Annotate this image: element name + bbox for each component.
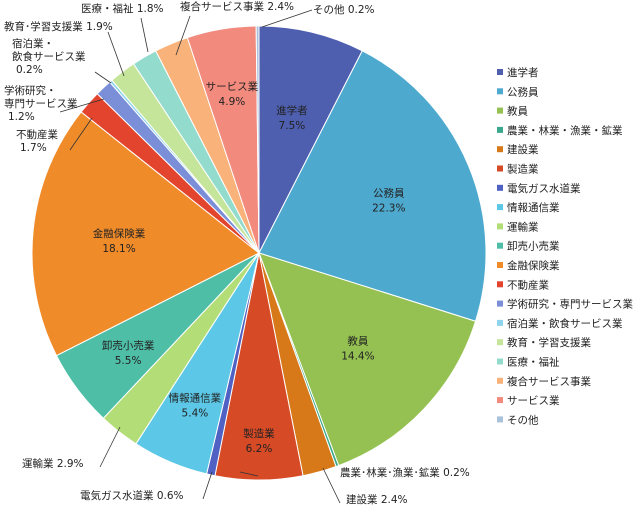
slice-1-label: 公務員 [373,187,405,200]
slice-7-label: 情報通信業 [169,391,222,404]
legend-swatch-1 [497,88,503,95]
slice-13-value-label: 0.2% [16,64,43,76]
slice-15-leader-line [140,17,149,53]
slice-17-label: サービス業 [206,80,259,93]
legend-item-0: 進学者 [507,66,539,79]
legend-swatch-10 [497,262,503,268]
slice-0-value-label: 7.5% [279,120,306,132]
legend-item-5: 製造業 [507,163,539,176]
pie-slices [31,25,487,481]
legend-swatch-14 [497,339,503,346]
slice-17-value-label: 4.9% [219,96,246,108]
slice-10-label: 金融保険業 [93,227,146,240]
legend-item-13: 宿泊業・飲食サービス業 [507,317,623,330]
legend-swatch-5 [497,165,503,172]
slice-8-leader-line [99,426,121,468]
slice-15-label: 医療・福祉 1.8% [81,2,164,15]
legend-item-10: 金融保険業 [507,259,560,272]
legend-item-18: その他 [507,413,539,426]
slice-10 [31,111,260,357]
legend-swatch-16 [497,377,503,384]
slice-3-leader-line [239,471,259,477]
slice-2 [258,252,477,467]
slice-0 [258,25,363,254]
slice-11-value-label: 1.7% [20,142,47,154]
slice-2-value-label: 14.4% [341,351,374,363]
slice-14-label: 教育･学習支援業 1.9% [4,20,113,33]
legend-item-9: 卸売小売業 [507,240,560,253]
legend-item-17: サービス業 [507,394,560,407]
slice-labels: 進学者 7.5% 公務員 22.3% 教員 14.4% 農業･林業･漁業･鉱業 0.2% 建設… [4,0,470,506]
slice-4-leader-line [322,467,341,504]
legend-item-4: 建設業 [507,143,539,156]
legend-swatch-12 [497,300,503,307]
slice-3-label: 農業･林業･漁業･鉱業 0.2% [340,466,470,479]
legend-item-6: 電気ガス水道業 [507,182,581,195]
legend-swatch-2 [497,107,503,114]
legend-swatch-9 [497,242,503,249]
legend-swatch-6 [497,184,503,191]
legend-swatch-15 [497,358,503,365]
slice-13-leader-line [94,71,112,84]
slice-12-label-line-2: 専門サービス業 [4,97,78,110]
slice-12-leader-line [59,98,105,113]
slice-1-value-label: 22.3% [372,203,405,215]
legend-swatch-3 [497,126,503,133]
legend-swatch-4 [497,146,503,153]
slice-13-label-line-2: 飲食サービス業 [12,50,86,63]
slice-11-label: 不動産業 [16,128,58,141]
slice-6-leader-line [202,471,213,500]
slice-9-label: 卸売小売業 [102,339,155,352]
legend-swatch-17 [497,397,503,404]
slice-14-leader-line [107,31,125,77]
legend-item-16: 複合サービス事業 [507,375,591,388]
slice-11-leader-line [69,117,93,151]
legend-swatch-7 [497,204,503,211]
slice-16-label: 複合サービス事業 2.4% [180,0,294,13]
legend-swatch-18 [497,416,503,423]
slice-18 [255,25,260,254]
slice-18-label: その他 0.2% [313,3,375,16]
legend-swatch-13 [497,319,503,326]
leader-lines [59,9,341,504]
legend-item-1: 公務員 [507,85,539,98]
slice-13-label-line-1: 宿泊業・ [12,37,54,50]
slice-12-value-label: 1.2% [8,111,35,123]
slice-12-label-line-1: 学術研究・ [4,84,57,97]
legend-item-7: 情報通信業 [507,201,560,214]
legend-item-11: 不動産業 [507,278,549,291]
slice-5-value-label: 6.2% [246,443,273,455]
legend-item-2: 教員 [507,105,528,118]
legend-item-15: 医療・福祉 [507,356,560,369]
slice-8-label: 運輸業 2.9% [22,457,84,470]
slice-18-leader-line [261,9,313,28]
slice-9-value-label: 5.5% [115,355,142,367]
slice-0-label: 進学者 [276,104,308,117]
slice-1 [258,50,487,322]
slice-16-leader-line [175,15,191,56]
legend-item-12: 学術研究・専門サービス業 [507,298,633,311]
slice-2-label: 教員 [347,335,368,348]
legend-swatch-11 [497,281,503,288]
slice-4-label: 建設業 2.4% [346,493,408,506]
legend-swatch-0 [497,69,503,75]
legend: 進学者公務員教員農業・林業・漁業・鉱業建設業製造業電気ガス水道業情報通信業運輸業… [497,66,633,426]
legend-item-8: 運輸業 [507,220,539,233]
slice-5-label: 製造業 [243,427,275,440]
legend-item-3: 農業・林業・漁業・鉱業 [507,124,623,137]
legend-swatch-8 [497,223,503,230]
slice-10-value-label: 18.1% [102,243,135,255]
slice-7-value-label: 5.4% [182,407,209,419]
slice-6-label: 電気ガス水道業 0.6% [80,489,184,502]
legend-item-14: 教育・学習支援業 [507,336,591,349]
